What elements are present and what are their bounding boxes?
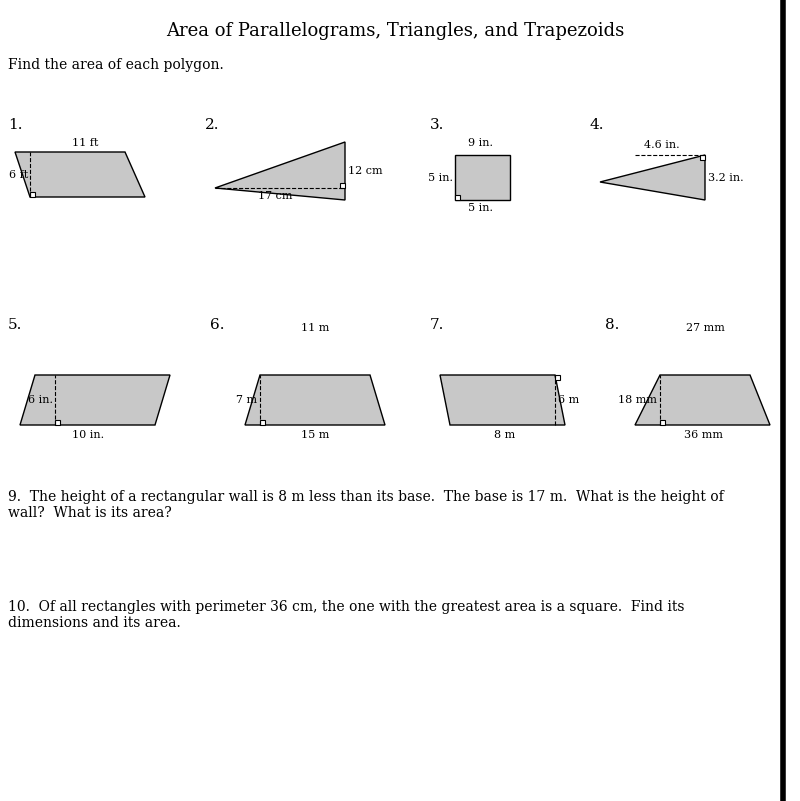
Text: 27 mm: 27 mm [686,323,725,333]
Polygon shape [455,155,510,200]
Polygon shape [245,375,385,425]
Text: 12 cm: 12 cm [348,166,382,176]
Text: 10.  Of all rectangles with perimeter 36 cm, the one with the greatest area is a: 10. Of all rectangles with perimeter 36 … [8,600,685,630]
Text: 1.: 1. [8,118,22,132]
Text: 5.: 5. [8,318,22,332]
Text: 4.: 4. [590,118,605,132]
Text: 9.  The height of a rectangular wall is 8 m less than its base.  The base is 17 : 9. The height of a rectangular wall is 8… [8,490,724,520]
Bar [55,420,60,425]
Polygon shape [215,142,345,200]
Text: 3.: 3. [430,118,444,132]
Bar [455,195,460,200]
Bar [260,420,265,425]
Text: 6 in.: 6 in. [28,395,53,405]
Text: 6 ft: 6 ft [9,170,28,180]
Text: Find the area of each polygon.: Find the area of each polygon. [8,58,224,72]
Polygon shape [635,375,770,425]
Text: 5 in.: 5 in. [467,203,493,213]
Text: 15 m: 15 m [301,430,329,440]
Polygon shape [440,375,565,425]
Bar [700,155,705,160]
Text: 5 in.: 5 in. [428,173,453,183]
Bar [555,375,560,380]
Text: 11 ft: 11 ft [72,138,98,148]
Text: 8 m: 8 m [494,430,516,440]
Polygon shape [600,155,705,200]
Text: 17 cm: 17 cm [258,191,292,201]
Text: 6.: 6. [210,318,225,332]
Polygon shape [15,152,145,197]
Bar [660,420,665,425]
Text: 4.6 in.: 4.6 in. [644,140,680,150]
Text: 9 in.: 9 in. [467,138,493,148]
Text: 6 m: 6 m [558,395,579,405]
Text: 3.2 in.: 3.2 in. [708,173,744,183]
Polygon shape [20,375,170,425]
Text: 2.: 2. [205,118,219,132]
Bar [30,192,35,197]
Text: 11 m: 11 m [301,323,329,333]
Text: Area of Parallelograms, Triangles, and Trapezoids: Area of Parallelograms, Triangles, and T… [166,22,624,40]
Text: 10 in.: 10 in. [72,430,104,440]
Text: 7.: 7. [430,318,444,332]
Text: 7 m: 7 m [236,395,257,405]
Text: 36 mm: 36 mm [683,430,722,440]
Text: 18 mm: 18 mm [618,395,657,405]
Text: 8.: 8. [605,318,619,332]
Bar [340,183,345,188]
